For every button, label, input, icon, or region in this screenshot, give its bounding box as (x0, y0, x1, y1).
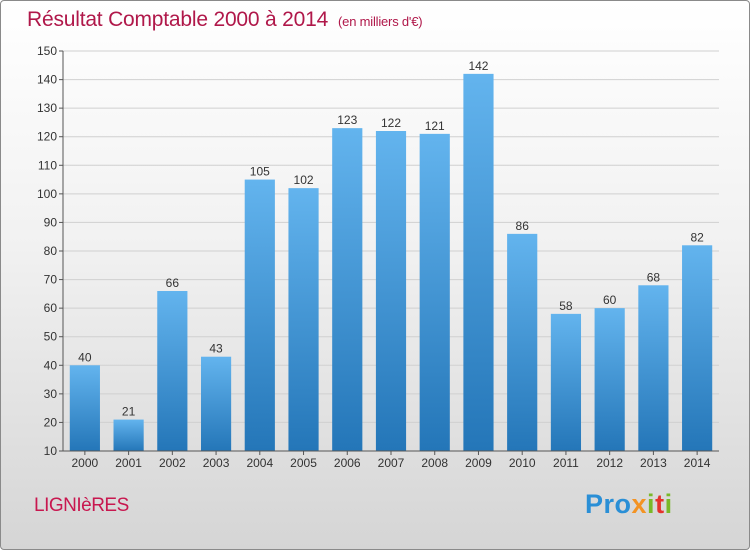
y-tick-label: 120 (37, 130, 57, 144)
y-tick-label: 70 (44, 273, 58, 287)
y-tick-label: 50 (44, 330, 58, 344)
x-tick-label: 2009 (465, 456, 492, 470)
data-label: 86 (516, 219, 530, 233)
chart-title: Résultat Comptable 2000 à 2014 (en millie… (27, 8, 423, 32)
x-tick-label: 2011 (553, 456, 579, 470)
y-tick-label: 150 (37, 44, 57, 58)
bar (550, 313, 582, 451)
bar (288, 188, 319, 451)
data-label: 82 (690, 230, 704, 244)
bar (113, 419, 144, 451)
bar (594, 308, 625, 451)
data-label: 60 (603, 293, 617, 307)
bar (157, 291, 188, 451)
bar (682, 245, 713, 451)
bar (463, 73, 494, 451)
chart-subtitle: (en milliers d'€) (338, 14, 423, 29)
y-tick-label: 100 (37, 187, 57, 201)
data-label: 68 (647, 270, 661, 284)
y-tick-label: 10 (44, 444, 58, 458)
y-tick-label: 40 (44, 358, 58, 372)
bar (375, 131, 407, 451)
x-tick-label: 2002 (159, 456, 186, 470)
data-label: 105 (250, 165, 270, 179)
x-tick-label: 2010 (509, 456, 536, 470)
bar (69, 365, 100, 451)
data-label: 58 (559, 299, 573, 313)
town-name: LIGNIèRES (34, 495, 129, 516)
title-text: Résultat Comptable 2000 à 2014 (27, 8, 329, 31)
data-label: 102 (294, 173, 314, 187)
y-tick-label: 60 (44, 301, 58, 315)
x-tick-label: 2005 (290, 456, 317, 470)
x-tick-label: 2000 (72, 456, 99, 470)
y-tick-label: 110 (38, 158, 57, 172)
data-label: 40 (78, 350, 92, 364)
x-tick-label: 2014 (684, 456, 711, 470)
bar (332, 128, 363, 451)
bar (244, 179, 275, 452)
x-tick-label: 2003 (203, 456, 230, 470)
x-tick-label: 2013 (640, 456, 667, 470)
x-tick-label: 2007 (378, 456, 405, 470)
x-tick-label: 2004 (246, 456, 273, 470)
y-tick-label: 90 (44, 215, 58, 229)
data-label: 122 (381, 116, 401, 130)
data-label: 21 (122, 405, 136, 419)
bar (507, 233, 538, 451)
data-label: 66 (166, 276, 180, 290)
data-label: 123 (337, 113, 357, 127)
y-tick-label: 140 (37, 73, 57, 87)
y-tick-label: 80 (44, 244, 58, 258)
y-tick-label: 130 (37, 101, 57, 115)
proxiti-logo[interactable]: Proxiti (585, 489, 673, 519)
bar (419, 133, 450, 451)
y-tick-label: 30 (44, 387, 58, 401)
data-label: 43 (209, 342, 223, 356)
y-tick-label: 20 (44, 415, 58, 429)
bar (638, 285, 669, 451)
bar (200, 356, 232, 451)
data-label: 121 (425, 119, 445, 133)
x-tick-label: 2006 (334, 456, 361, 470)
x-tick-label: 2012 (596, 456, 623, 470)
data-label: 142 (468, 59, 488, 73)
x-tick-label: 2008 (421, 456, 448, 470)
x-tick-label: 2001 (115, 456, 142, 470)
